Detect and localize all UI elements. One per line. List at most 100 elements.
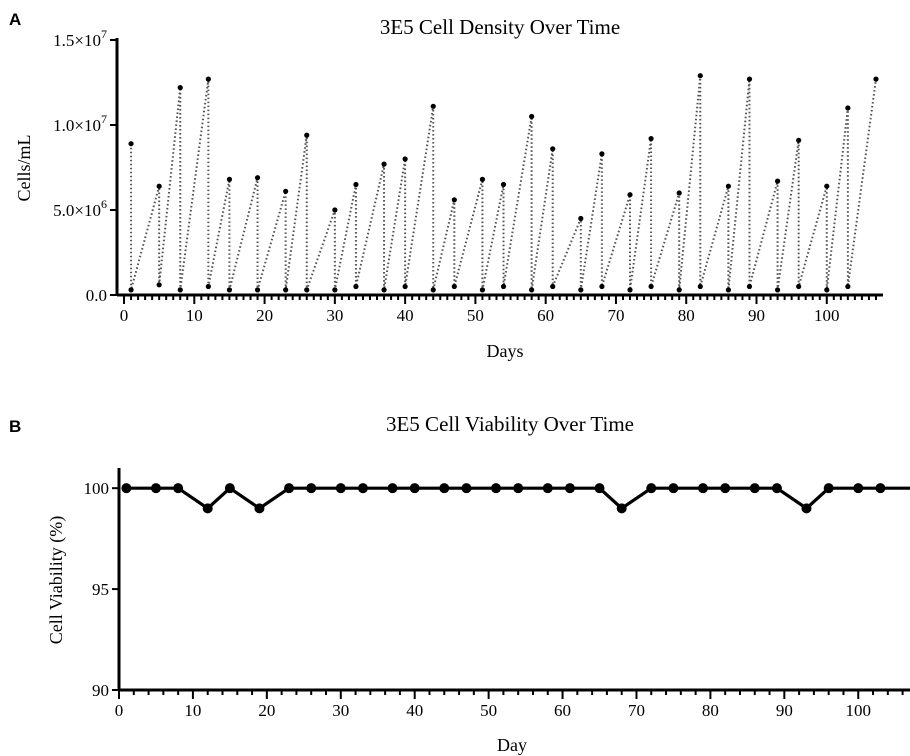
panel-b-letter: B bbox=[9, 417, 21, 436]
density-point bbox=[353, 181, 359, 188]
panel-b-viability-chart: B 3E5 Cell Viability Over Time Day Cell … bbox=[9, 412, 910, 755]
viability-point bbox=[801, 503, 812, 514]
density-point bbox=[128, 141, 134, 147]
viability-x-tick-label: 10 bbox=[184, 701, 201, 720]
viability-x-tick-label: 60 bbox=[554, 701, 571, 720]
density-point bbox=[156, 183, 162, 189]
viability-x-tick-label: 90 bbox=[776, 701, 793, 720]
density-point bbox=[451, 197, 457, 203]
viability-point bbox=[173, 483, 184, 494]
density-point bbox=[381, 161, 387, 167]
density-x-tick-label: 70 bbox=[607, 306, 624, 325]
density-point bbox=[599, 151, 605, 157]
density-point bbox=[226, 287, 233, 293]
density-point bbox=[332, 287, 338, 293]
density-y-tick-label: 1.0×107 bbox=[53, 112, 107, 135]
density-point bbox=[550, 146, 556, 152]
viability-point bbox=[224, 483, 235, 494]
viability-chart-title: 3E5 Cell Viability Over Time bbox=[386, 412, 634, 436]
density-x-tick-label: 20 bbox=[256, 306, 273, 325]
density-x-tick-label: 80 bbox=[678, 306, 695, 325]
viability-point bbox=[387, 483, 398, 494]
density-point bbox=[627, 287, 633, 293]
density-point bbox=[774, 178, 781, 184]
density-point bbox=[529, 287, 535, 293]
viability-y-tick-label: 95 bbox=[92, 580, 109, 599]
density-point bbox=[402, 156, 408, 162]
density-point bbox=[824, 287, 830, 293]
density-point bbox=[824, 183, 830, 189]
density-point bbox=[451, 283, 457, 290]
density-point bbox=[627, 192, 633, 198]
viability-point bbox=[254, 503, 265, 514]
density-x-tick-label: 30 bbox=[326, 306, 343, 325]
viability-point bbox=[594, 483, 605, 494]
density-point bbox=[156, 282, 162, 288]
density-point bbox=[283, 287, 289, 293]
density-x-tick-label: 0 bbox=[120, 306, 129, 325]
density-point bbox=[332, 207, 338, 213]
viability-x-tick-label: 70 bbox=[628, 701, 645, 720]
viability-point bbox=[720, 483, 731, 494]
viability-point bbox=[491, 483, 502, 494]
viability-x-tick-label: 40 bbox=[406, 701, 423, 720]
density-point bbox=[430, 103, 436, 109]
density-point bbox=[226, 176, 233, 182]
density-point bbox=[550, 283, 556, 290]
viability-y-tick-label: 100 bbox=[84, 479, 110, 498]
density-x-tick-label: 100 bbox=[814, 306, 840, 325]
viability-point bbox=[150, 483, 161, 494]
density-point bbox=[402, 283, 408, 290]
viability-x-tick-label: 50 bbox=[480, 701, 497, 720]
density-y-axis-label: Cells/mL bbox=[14, 135, 34, 202]
viability-x-tick-label: 20 bbox=[258, 701, 275, 720]
density-point bbox=[479, 287, 486, 293]
density-point bbox=[725, 183, 731, 189]
viability-point bbox=[616, 503, 627, 514]
density-x-tick-label: 90 bbox=[748, 306, 765, 325]
density-point bbox=[648, 136, 654, 142]
density-point bbox=[845, 105, 851, 111]
density-point bbox=[128, 287, 134, 293]
density-point bbox=[796, 137, 802, 143]
density-point bbox=[676, 190, 682, 196]
density-point bbox=[529, 113, 535, 120]
panel-a-density-chart: A 3E5 Cell Density Over Time Days Cells/… bbox=[9, 10, 883, 361]
viability-x-tick-label: 0 bbox=[115, 701, 124, 720]
density-point bbox=[599, 283, 605, 290]
density-point bbox=[725, 287, 731, 293]
density-point bbox=[845, 283, 851, 290]
density-point bbox=[430, 287, 436, 293]
viability-series bbox=[121, 483, 910, 514]
viability-point bbox=[409, 483, 420, 494]
density-x-tick-label: 50 bbox=[467, 306, 484, 325]
density-y-tick-label: 5.0×106 bbox=[53, 197, 107, 220]
viability-point bbox=[749, 483, 760, 494]
viability-point bbox=[461, 483, 472, 494]
density-point bbox=[676, 287, 682, 293]
density-point bbox=[578, 287, 584, 293]
density-axes: 0 10 20 30 40 50 60 70 80 90 100 0.0 5.0×106 1.0×107 1… bbox=[53, 27, 883, 325]
viability-point bbox=[698, 483, 709, 494]
viability-y-axis-label: Cell Viability (%) bbox=[46, 516, 67, 645]
density-point bbox=[205, 76, 211, 82]
viability-point bbox=[646, 483, 657, 494]
viability-y-tick-label: 90 bbox=[92, 681, 109, 700]
viability-x-tick-label: 30 bbox=[332, 701, 349, 720]
density-point bbox=[205, 283, 211, 290]
viability-point bbox=[357, 483, 368, 494]
density-point bbox=[578, 215, 584, 222]
viability-point bbox=[564, 483, 575, 494]
density-point bbox=[254, 175, 261, 181]
density-point bbox=[697, 283, 703, 290]
density-point bbox=[177, 85, 183, 91]
panel-a-letter: A bbox=[9, 10, 21, 29]
density-point bbox=[283, 188, 289, 194]
density-point bbox=[353, 283, 359, 290]
viability-point bbox=[542, 483, 553, 494]
density-point bbox=[304, 287, 310, 293]
density-point bbox=[381, 287, 387, 293]
density-point bbox=[500, 181, 507, 188]
density-point bbox=[774, 287, 781, 293]
